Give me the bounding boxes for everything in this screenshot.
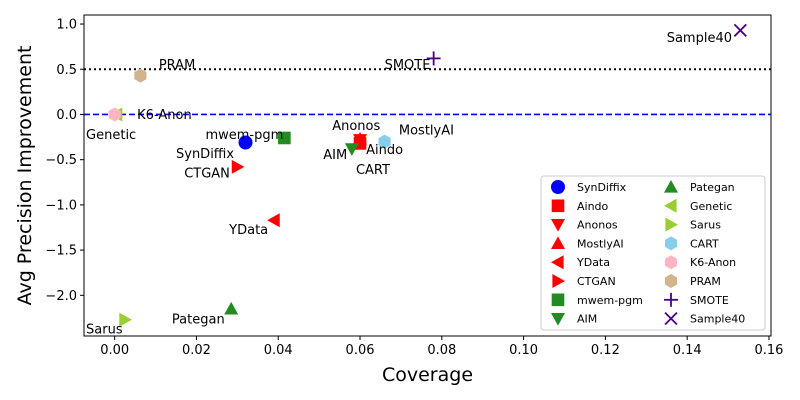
legend-marker-ydata [551, 255, 564, 270]
legend-marker-anonos [551, 219, 565, 232]
annotation-ydata: YData [228, 223, 268, 238]
y-tick-label: −0.5 [45, 153, 77, 168]
annotation-smote: SMOTE [385, 58, 431, 73]
x-tick-label: 0.14 [673, 343, 702, 358]
legend-label-genetic: Genetic [690, 200, 732, 213]
legend-marker-cart [664, 236, 678, 251]
y-tick-label: 0.5 [56, 63, 77, 78]
legend-label-aim: AIM [577, 313, 597, 326]
x-axis-label: Coverage [382, 364, 473, 386]
annotation-cart: CART [356, 163, 390, 178]
y-axis-label: Avg Precision Improvement [14, 46, 36, 306]
legend-label-ydata: YData [576, 256, 610, 269]
legend-label-aindo: Aindo [577, 200, 609, 213]
legend-marker-sample40 [664, 312, 678, 326]
annotation-pategan: Pategan [172, 312, 225, 327]
annotation-anonos: Anonos [332, 119, 380, 134]
y-tick-label: −2.0 [45, 289, 77, 304]
y-tick-label: −1.5 [45, 244, 77, 259]
annotation-genetic: Genetic [86, 128, 136, 143]
plot-frame [83, 14, 772, 337]
y-tick-label: 1.0 [56, 18, 77, 33]
annotation-aindo: Aindo [366, 143, 403, 158]
point-annotations: GeneticK6-AnonPRAMmwem-pgmSynDiffixCTGAN… [86, 31, 732, 337]
data-points [108, 23, 747, 327]
annotation-mostlyai: MostlyAI [399, 123, 454, 138]
point-ydata [267, 213, 280, 228]
legend-marker-aindo [551, 199, 565, 213]
point-mostlyai [353, 131, 368, 145]
legend-label-sample40: Sample40 [690, 313, 745, 326]
x-tick-label: 0.04 [264, 343, 293, 358]
legend-marker-ctgan [552, 274, 565, 288]
x-tick-label: 0.06 [346, 343, 375, 358]
legend-label-syndiffix: SynDiffix [577, 181, 627, 194]
legend-marker-genetic [664, 198, 677, 213]
legend-label-anonos: Anonos [577, 219, 618, 232]
legend: SynDiffix Aindo Anonos MostlyAI YData CTGAN mw… [540, 175, 766, 331]
x-tick-label: 0.16 [754, 343, 783, 358]
x-tick-label: 0.12 [591, 343, 620, 358]
point-cart [378, 134, 391, 149]
point-k6-anon [108, 107, 121, 122]
point-pram [134, 68, 147, 83]
annotation-k6-anon: K6-Anon [137, 108, 192, 123]
point-sample40 [733, 23, 747, 37]
annotation-pram: PRAM [159, 58, 195, 73]
annotation-mwem-pgm: mwem-pgm [205, 128, 283, 143]
legend-marker-mwem-pgm [551, 293, 565, 307]
legend-label-pategan: Pategan [690, 181, 735, 194]
legend-marker-mostlyai [551, 236, 565, 249]
x-tick-label: 0.08 [427, 343, 456, 358]
legend-label-pram: PRAM [690, 275, 721, 288]
legend-marker-pram [664, 274, 678, 288]
point-mwem-pgm [278, 131, 291, 145]
legend-marker-sarus [665, 217, 678, 232]
legend-marker-syndiffix [551, 180, 565, 194]
annotation-ctgan: CTGAN [184, 167, 230, 182]
legend-marker-k6-anon [664, 255, 678, 270]
point-aim [344, 143, 359, 156]
point-ctgan [231, 159, 245, 174]
legend-label-mwem-pgm: mwem-pgm [577, 294, 643, 307]
annotation-aim: AIM [323, 148, 347, 163]
legend-label-smote: SMOTE [690, 294, 729, 307]
legend-box [540, 175, 766, 331]
annotation-sample40: Sample40 [667, 31, 732, 46]
x-tick-label: 0.10 [509, 343, 538, 358]
legend-label-sarus: Sarus [690, 219, 721, 232]
legend-label-ctgan: CTGAN [577, 275, 616, 288]
legend-label-cart: CART [690, 237, 719, 250]
y-tick-label: −1.0 [45, 198, 77, 213]
annotation-syndiffix: SynDiffix [176, 147, 234, 162]
legend-marker-pategan [664, 180, 678, 193]
point-smote [426, 51, 441, 66]
y-tick-label: 0.0 [56, 108, 77, 123]
point-syndiffix [238, 135, 253, 150]
point-sarus [119, 312, 132, 327]
x-tick-label: 0.02 [182, 343, 211, 358]
axis-ticks: 0.00 0.02 0.04 0.06 0.08 0.10 0.12 0.14 0.16 −2.0… [45, 18, 783, 358]
point-pategan [224, 301, 239, 315]
legend-label-k6-anon: K6-Anon [690, 256, 736, 269]
legend-label-mostlyai: MostlyAI [577, 237, 624, 250]
reference-lines [84, 68, 771, 116]
x-tick-label: 0.00 [100, 343, 129, 358]
annotation-sarus: Sarus [86, 322, 123, 337]
legend-marker-smote [664, 292, 678, 307]
legend-marker-aim [551, 313, 565, 326]
